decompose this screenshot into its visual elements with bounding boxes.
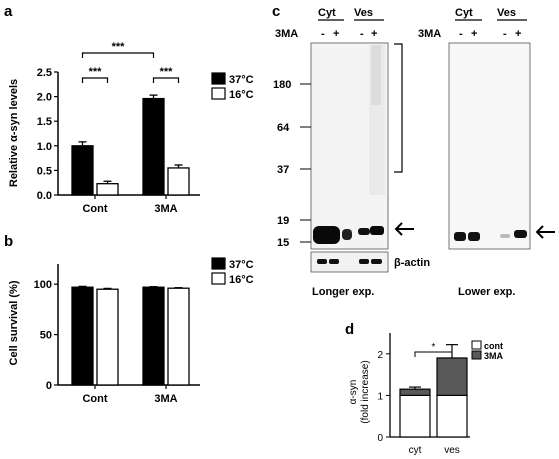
y-tick-label: 0.0 xyxy=(37,190,52,202)
blot-right-ves-label: Ves xyxy=(497,7,516,19)
mw-marker-180: 180 xyxy=(273,79,291,91)
y-tick-label: 1.0 xyxy=(37,141,52,153)
blot-right-sign-4: + xyxy=(515,28,521,40)
panel-letter-b: b xyxy=(4,233,13,250)
bar xyxy=(96,288,119,386)
legend-label: 16°C xyxy=(229,274,254,286)
blot-left-sign-2: + xyxy=(333,28,339,40)
significance-bracket xyxy=(81,52,155,58)
bar-segment xyxy=(436,394,468,438)
bar-segment xyxy=(399,388,431,397)
significance-label: *** xyxy=(160,66,174,78)
significance-bracket xyxy=(414,351,453,357)
x-tick-label: ves xyxy=(444,445,460,456)
mw-marker-64: 64 xyxy=(277,122,290,134)
legend-label: 3MA xyxy=(484,351,504,361)
legend-swatch xyxy=(211,272,226,285)
legend-swatch xyxy=(471,350,482,360)
blot-left-sign-4: + xyxy=(371,28,377,40)
y-tick-label: 0 xyxy=(377,433,383,444)
blot-left-sign-3: - xyxy=(360,28,364,40)
blot-right-cyt-label: Cyt xyxy=(455,7,473,19)
bar xyxy=(167,287,190,386)
significance-bracket xyxy=(152,77,180,83)
blot-left-3ma-label: 3MA xyxy=(275,28,298,40)
legend-label: 37°C xyxy=(229,74,254,86)
legend-swatch xyxy=(471,340,482,350)
y-tick-label: 1.5 xyxy=(37,116,52,128)
blot-right-sign-1: - xyxy=(459,28,463,40)
chart-b: 0 50 100 Cell survival (%) Cont 3MA 37°C 16°C xyxy=(8,257,254,405)
x-tick-label: 3MA xyxy=(154,203,177,215)
legend-swatch xyxy=(211,257,226,270)
y-axis-label: α-syn(fold increase) xyxy=(348,360,371,423)
y-tick-label: 0 xyxy=(46,380,52,392)
significance-bracket xyxy=(81,77,109,83)
blot-right-sign-2: + xyxy=(471,28,477,40)
y-tick-label: 50 xyxy=(40,330,52,342)
panel-letter-a: a xyxy=(4,3,13,20)
bar xyxy=(142,286,165,386)
blot-left-ves-label: Ves xyxy=(354,7,373,19)
y-tick-label: 0.5 xyxy=(37,165,52,177)
legend-label: 16°C xyxy=(229,89,254,101)
bar xyxy=(142,97,165,196)
significance-label: * xyxy=(432,342,436,353)
blot-right-sign-3: - xyxy=(503,28,507,40)
legend-label: 37°C xyxy=(229,259,254,271)
panel-letter-c: c xyxy=(272,3,280,20)
x-tick-label: Cont xyxy=(82,203,107,215)
beta-actin-label: β-actin xyxy=(394,257,430,269)
y-tick-label: 2 xyxy=(377,350,383,361)
bar xyxy=(71,145,94,196)
y-axis-label-line: α-syn xyxy=(348,380,359,405)
significance-label: *** xyxy=(89,66,103,78)
y-tick-label: 2.0 xyxy=(37,92,52,104)
y-tick-label: 100 xyxy=(34,279,52,291)
significance-label: *** xyxy=(112,41,126,53)
mw-marker-37: 37 xyxy=(277,164,289,176)
exposure-lower-label: Lower exp. xyxy=(458,286,515,298)
blot-left-cyt-label: Cyt xyxy=(318,7,336,19)
y-axis-label-line: (fold increase) xyxy=(360,360,371,423)
x-tick-label: Cont xyxy=(82,393,107,405)
legend-swatch xyxy=(211,72,226,85)
y-axis-label: Cell survival (%) xyxy=(8,280,20,365)
bar-segment xyxy=(399,394,431,438)
mw-marker-15: 15 xyxy=(277,237,289,249)
chart-a: 0.0 0.5 1.0 1.5 2.0 2.5 Relative α-syn levels C… xyxy=(8,41,254,215)
x-tick-label: cyt xyxy=(409,445,422,456)
legend-label: cont xyxy=(484,341,503,351)
blot-left-sign-1: - xyxy=(321,28,325,40)
western-blot: Cyt Ves 3MA - + - + 180 64 37 19 15 xyxy=(273,7,555,298)
y-tick-label: 2.5 xyxy=(37,67,52,79)
y-axis-label: Relative α-syn levels xyxy=(8,79,20,187)
exposure-longer-label: Longer exp. xyxy=(312,286,374,298)
blot-right-3ma-label: 3MA xyxy=(418,28,441,40)
bar-segment xyxy=(436,357,468,396)
panel-letter-d: d xyxy=(345,321,354,338)
bar xyxy=(167,167,190,196)
bar xyxy=(96,183,119,196)
mw-marker-19: 19 xyxy=(277,215,289,227)
x-tick-label: 3MA xyxy=(154,393,177,405)
legend-swatch xyxy=(211,87,226,100)
y-tick-label: 1 xyxy=(377,391,383,402)
bar xyxy=(71,286,94,386)
